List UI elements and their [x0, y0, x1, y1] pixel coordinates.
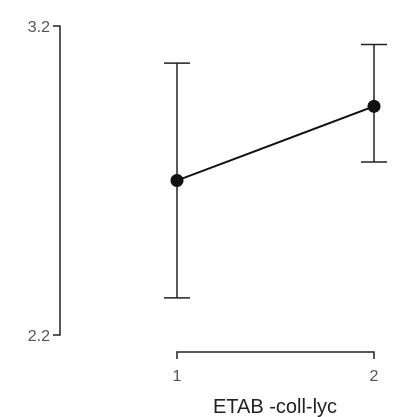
error-bars — [164, 43, 387, 299]
y-tick-label: 3.2 — [28, 19, 50, 36]
data-point — [367, 99, 381, 113]
y-tick-label: 2.2 — [28, 328, 50, 345]
x-tick-label: 1 — [173, 368, 182, 385]
y-axis: 3.2 2.2 — [28, 19, 61, 345]
y-axis-line — [53, 25, 61, 336]
x-axis-title: ETAB -coll-lyc — [213, 396, 337, 417]
x-axis-line — [176, 351, 375, 359]
series-line — [176, 105, 375, 182]
data-points — [170, 99, 381, 187]
series-lines — [176, 105, 375, 182]
x-tick-label: 2 — [370, 368, 379, 385]
data-point — [170, 174, 184, 187]
